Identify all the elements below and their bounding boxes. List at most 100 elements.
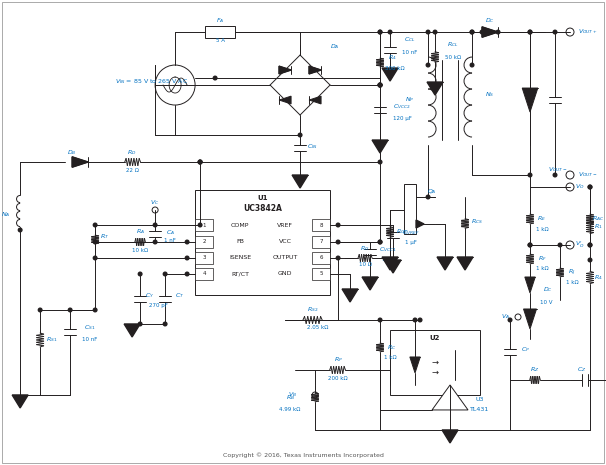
Circle shape <box>138 272 142 276</box>
Circle shape <box>198 223 202 227</box>
Text: $V_O'$: $V_O'$ <box>575 240 585 250</box>
Text: OUTPUT: OUTPUT <box>272 255 298 260</box>
Circle shape <box>588 258 592 262</box>
Polygon shape <box>385 260 401 273</box>
Text: 22 Ω: 22 Ω <box>125 167 139 173</box>
Circle shape <box>138 322 142 326</box>
Text: 300 kΩ: 300 kΩ <box>385 66 405 71</box>
Text: $V_{OUT-}$: $V_{OUT-}$ <box>578 171 598 179</box>
Circle shape <box>163 272 167 276</box>
Circle shape <box>553 173 557 177</box>
Text: $R_4$: $R_4$ <box>388 53 396 62</box>
Polygon shape <box>342 289 358 302</box>
Circle shape <box>93 223 97 227</box>
Circle shape <box>185 272 189 276</box>
Circle shape <box>378 30 382 34</box>
Polygon shape <box>309 66 321 74</box>
Circle shape <box>378 240 382 244</box>
Circle shape <box>198 160 202 164</box>
Text: 5 A: 5 A <box>216 38 225 42</box>
Polygon shape <box>524 309 536 329</box>
Circle shape <box>528 243 532 247</box>
Polygon shape <box>416 220 424 228</box>
Text: $R_{GS}$: $R_{GS}$ <box>396 227 408 236</box>
Text: FB: FB <box>236 239 244 245</box>
Text: 50 kΩ: 50 kΩ <box>445 54 461 60</box>
Circle shape <box>378 83 382 87</box>
Circle shape <box>93 256 97 260</box>
Bar <box>195 268 213 280</box>
Text: $R_A$: $R_A$ <box>136 227 145 236</box>
Text: 5: 5 <box>319 272 323 277</box>
Text: $R_T$: $R_T$ <box>101 232 110 241</box>
Text: Copyright © 2016, Texas Instruments Incorporated: Copyright © 2016, Texas Instruments Inco… <box>222 452 384 458</box>
Text: $V_O$: $V_O$ <box>575 183 585 192</box>
Circle shape <box>198 160 202 164</box>
Text: 1 kΩ: 1 kΩ <box>536 266 548 272</box>
Polygon shape <box>72 157 88 167</box>
Text: $R_J$: $R_J$ <box>568 268 576 278</box>
Text: $R_D$: $R_D$ <box>127 149 137 158</box>
Circle shape <box>213 76 217 80</box>
Circle shape <box>68 308 72 312</box>
Text: $C_{CL}$: $C_{CL}$ <box>404 36 416 45</box>
Polygon shape <box>410 357 420 373</box>
Bar <box>312 252 330 264</box>
Polygon shape <box>309 66 321 74</box>
Circle shape <box>153 223 157 227</box>
Bar <box>195 236 213 248</box>
Text: $R_F$: $R_F$ <box>538 254 547 264</box>
Text: RT/CT: RT/CT <box>231 272 249 277</box>
Circle shape <box>426 195 430 199</box>
Circle shape <box>496 30 500 34</box>
Circle shape <box>588 185 592 189</box>
Circle shape <box>185 256 189 260</box>
Polygon shape <box>12 395 28 408</box>
Text: $C_{VCC2}$: $C_{VCC2}$ <box>393 103 411 112</box>
Text: $D_B$: $D_B$ <box>67 149 77 158</box>
Text: $C_T$: $C_T$ <box>176 292 185 300</box>
Circle shape <box>298 133 302 137</box>
Text: 10 nF: 10 nF <box>82 338 98 343</box>
Polygon shape <box>292 175 308 188</box>
Polygon shape <box>382 68 398 81</box>
Circle shape <box>378 160 382 164</box>
Text: $R_4$: $R_4$ <box>594 273 602 282</box>
Polygon shape <box>124 324 140 337</box>
Text: $N_S$: $N_S$ <box>485 91 494 100</box>
Polygon shape <box>522 88 538 112</box>
Polygon shape <box>482 27 498 37</box>
Text: 10 Ω: 10 Ω <box>359 262 371 267</box>
Text: VCC: VCC <box>279 239 291 245</box>
Text: $R_E$: $R_E$ <box>538 214 547 224</box>
Text: 1 kΩ: 1 kΩ <box>565 280 578 286</box>
Text: UC3842A: UC3842A <box>243 204 282 213</box>
Text: TL431: TL431 <box>470 407 490 412</box>
Text: U3: U3 <box>476 398 484 403</box>
Text: $C_P$: $C_P$ <box>521 345 530 354</box>
Circle shape <box>588 243 592 247</box>
Text: $R_G$: $R_G$ <box>361 245 370 253</box>
Polygon shape <box>279 66 291 74</box>
Text: 120 μF: 120 μF <box>393 115 411 120</box>
Text: $N_P$: $N_P$ <box>405 96 415 105</box>
Circle shape <box>470 63 474 67</box>
Text: 6: 6 <box>319 255 323 260</box>
Circle shape <box>336 223 340 227</box>
Bar <box>205 26 235 38</box>
Circle shape <box>93 308 97 312</box>
Circle shape <box>426 30 430 34</box>
Text: COMP: COMP <box>231 222 249 227</box>
Text: $V_C$: $V_C$ <box>150 199 160 207</box>
Text: $R_{AC}$: $R_{AC}$ <box>592 214 604 224</box>
Text: $F_A$: $F_A$ <box>216 16 224 25</box>
Polygon shape <box>432 385 468 410</box>
Text: $D_C$: $D_C$ <box>543 286 553 294</box>
Text: 10 nF: 10 nF <box>402 50 418 54</box>
Circle shape <box>163 322 167 326</box>
Text: $D_A$: $D_A$ <box>330 43 340 52</box>
Text: 1 kΩ: 1 kΩ <box>384 355 396 360</box>
Text: $V_{OUT-}$: $V_{OUT-}$ <box>548 166 568 174</box>
Circle shape <box>418 318 422 322</box>
Text: 8: 8 <box>319 222 323 227</box>
